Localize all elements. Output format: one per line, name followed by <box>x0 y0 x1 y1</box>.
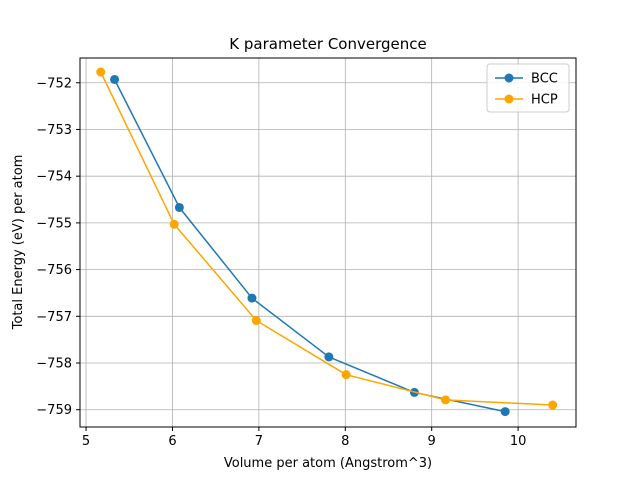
series-line-hcp <box>100 71 553 406</box>
legend-marker-hcp <box>504 94 514 104</box>
chart-title: K parameter Convergence <box>229 35 426 53</box>
axis-ticks: 5 6 7 8 9 10 −752 −753 −754 −755 −756 −757 −758 −759 <box>36 76 526 449</box>
y-tick-label: −756 <box>36 263 72 278</box>
data-point-bcc <box>110 74 120 84</box>
series-layer <box>96 67 558 417</box>
data-point-bcc <box>324 352 334 362</box>
grid <box>80 58 576 427</box>
y-axis-label: Total Energy (eV) per atom <box>11 155 26 331</box>
y-tick-label: −759 <box>36 403 72 418</box>
data-point-hcp <box>441 395 451 405</box>
data-point-bcc <box>247 293 257 303</box>
data-point-bcc <box>500 407 510 417</box>
legend: BCC HCP <box>486 63 570 113</box>
y-tick-label: −757 <box>36 310 72 325</box>
y-tick-label: −758 <box>36 357 72 372</box>
data-point-hcp <box>96 67 106 77</box>
data-point-hcp <box>548 400 558 410</box>
y-tick-label: −754 <box>36 170 72 185</box>
x-tick-label: 7 <box>255 434 263 449</box>
plot-frame <box>79 57 577 428</box>
y-tick-label: −752 <box>36 76 72 91</box>
x-tick-label: 8 <box>341 434 349 449</box>
legend-label-bcc: BCC <box>531 72 558 87</box>
data-point-bcc <box>174 202 184 212</box>
x-tick-label: 9 <box>428 434 436 449</box>
y-tick-label: −755 <box>36 216 72 231</box>
x-axis-label: Volume per atom (Angstrom^3) <box>224 456 432 471</box>
x-tick-label: 6 <box>168 434 176 449</box>
data-point-hcp <box>169 219 179 229</box>
legend-marker-bcc <box>504 73 514 83</box>
x-tick-label: 10 <box>510 434 527 449</box>
data-point-hcp <box>341 370 351 380</box>
legend-label-hcp: HCP <box>531 93 558 108</box>
data-point-hcp <box>251 316 261 326</box>
y-tick-label: −753 <box>36 123 72 138</box>
x-tick-label: 5 <box>82 434 90 449</box>
